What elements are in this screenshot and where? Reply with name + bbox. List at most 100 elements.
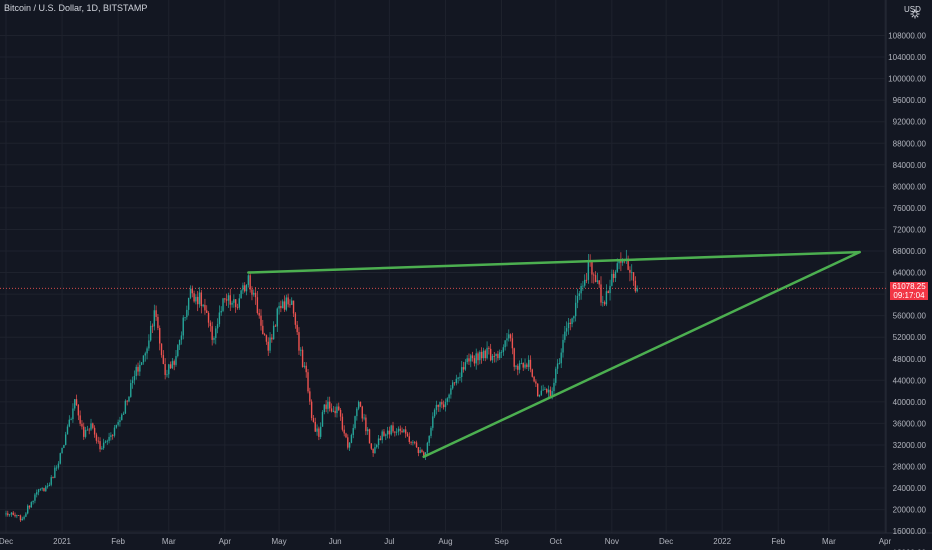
trendlines[interactable] [247, 250, 861, 459]
candle-body [495, 353, 497, 357]
last-price-badge: 61078.25 09:17:04 [890, 282, 928, 301]
candle-body [148, 340, 150, 349]
candle-body [68, 419, 70, 427]
candle-body [421, 450, 423, 453]
candle-body [137, 366, 139, 372]
candle-body [197, 296, 199, 305]
candle-body [607, 291, 609, 294]
candle-body [368, 429, 371, 444]
candle-body [614, 271, 617, 278]
candle-body [296, 324, 298, 333]
candle-body [175, 356, 177, 365]
candle-body [612, 273, 615, 278]
candle-body [253, 292, 255, 295]
candle-body [357, 401, 360, 409]
trendline[interactable] [247, 250, 861, 274]
candle-body [211, 326, 213, 340]
trendline[interactable] [422, 250, 861, 459]
candle-body [122, 413, 125, 415]
candle-body [428, 435, 430, 443]
y-tick-label: 88000.00 [893, 139, 927, 148]
candle-body [233, 299, 235, 303]
candle-body [294, 313, 297, 325]
candle-body [309, 391, 311, 402]
y-tick-label: 92000.00 [893, 118, 927, 127]
candle-body [457, 377, 459, 379]
candle-body [365, 417, 367, 432]
candle-body [562, 339, 564, 353]
candle-body [556, 363, 559, 369]
y-tick-label: 40000.00 [893, 398, 927, 407]
candle-body [390, 425, 392, 435]
candle-body [142, 355, 145, 363]
candle-body [17, 515, 20, 516]
candle-body [334, 410, 336, 414]
candle-body [274, 325, 277, 327]
candle-body [220, 310, 222, 313]
candle-body [43, 488, 45, 492]
candle-body [627, 258, 629, 270]
candle-body [50, 477, 52, 485]
candle-body [518, 363, 521, 370]
candle-body [464, 362, 467, 370]
candle-body [600, 284, 602, 303]
candle-body [5, 513, 7, 515]
candle-body [95, 434, 98, 441]
candle-body [182, 317, 184, 336]
candle-body [603, 302, 606, 305]
candle-body [636, 288, 638, 292]
candle-body [291, 300, 293, 305]
candle-body [191, 288, 193, 294]
candle-body [395, 431, 398, 433]
candle-body [412, 442, 414, 444]
candle-body [260, 315, 262, 326]
candle-body [504, 340, 506, 348]
candle-body [119, 420, 121, 423]
chart-grid [0, 0, 886, 533]
currency-label[interactable]: USD [904, 5, 921, 14]
candle-body [12, 512, 14, 515]
candle-body [307, 372, 309, 392]
candle-body [75, 399, 78, 406]
candle-body [618, 260, 620, 264]
candle-body [34, 494, 36, 501]
time-axis[interactable]: Dec 2021 Feb Mar Apr May Jun Jul Aug Sep Oct Nov Dec… [0, 537, 891, 546]
candle-body [318, 428, 320, 437]
y-tick-label: 28000.00 [893, 463, 927, 472]
y-tick-label: 100000.00 [888, 75, 926, 84]
candle-body [37, 489, 40, 493]
candle-body [213, 337, 215, 340]
candle-body [419, 450, 421, 453]
candle-body [23, 516, 25, 519]
candle-body [36, 492, 38, 495]
candle-body [363, 417, 365, 419]
price-axis[interactable]: 108000.00 104000.00 100000.00 96000.00 92000… [888, 32, 926, 550]
candle-body [347, 437, 349, 448]
symbol-title[interactable]: Bitcoin / U.S. Dollar, 1D, BITSTAMP [4, 3, 148, 13]
candle-body [193, 293, 195, 302]
candle-body [535, 381, 537, 384]
candle-body [424, 452, 427, 457]
candle-body [593, 274, 595, 276]
candle-body [609, 285, 611, 294]
candle-body [70, 419, 72, 420]
candle-body [471, 355, 474, 359]
candle-body [88, 429, 90, 431]
y-tick-label: 72000.00 [893, 225, 927, 234]
candle-body [61, 447, 63, 454]
candle-body [81, 423, 83, 427]
candle-body [574, 302, 577, 317]
candle-body [549, 389, 552, 397]
gear-icon[interactable] [910, 9, 920, 19]
candle-body [292, 300, 295, 314]
candle-body [564, 331, 566, 340]
candle-body [526, 364, 528, 367]
candle-body [462, 367, 465, 370]
candle-body [124, 400, 127, 414]
x-tick-label: Apr [879, 537, 892, 546]
candle-body [173, 361, 175, 365]
candle-body [329, 401, 331, 409]
candle-body [433, 409, 436, 417]
